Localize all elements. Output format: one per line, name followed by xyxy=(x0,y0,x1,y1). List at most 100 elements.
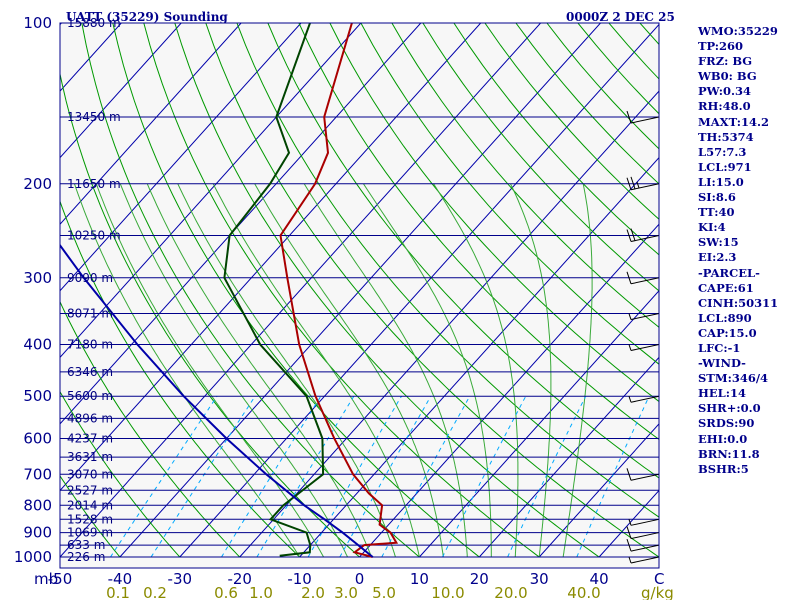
wind-barb-staff xyxy=(630,556,660,564)
temperature-tick-label: -10 xyxy=(287,570,312,588)
isotherm-line xyxy=(60,23,302,292)
isotherm-lines xyxy=(60,23,659,558)
isotherm-line xyxy=(239,90,659,558)
wind-barb-staff xyxy=(630,544,660,552)
temperature-unit-label: C xyxy=(654,570,664,588)
index-item: HEL:14 xyxy=(698,386,746,401)
height-level-label: 4237 m xyxy=(67,432,113,446)
height-level-label: 2527 m xyxy=(67,483,113,497)
temperature-tick-label: 20 xyxy=(470,570,489,588)
index-item: RH:48.0 xyxy=(698,99,751,114)
height-level-label: 5600 m xyxy=(67,389,113,403)
temperature-tick-label: -50 xyxy=(48,570,73,588)
index-item: CAPE:61 xyxy=(698,280,754,295)
wind-barb-staff xyxy=(630,532,660,540)
mixing-ratio-tick-label: 0.2 xyxy=(143,584,167,600)
index-item: SHR+:0.0 xyxy=(698,401,761,416)
wind-barb-flag xyxy=(626,229,632,242)
pressure-tick-label: 700 xyxy=(23,465,52,483)
height-level-label: 4896 m xyxy=(67,411,113,425)
height-level-label: 6346 m xyxy=(67,365,113,379)
mixing-ratio-tick-label: 0.1 xyxy=(106,584,130,600)
wind-barb-half xyxy=(628,519,632,526)
mixing-ratio-tick-label: 5.0 xyxy=(372,584,396,600)
index-item: CAP:15.0 xyxy=(698,325,757,340)
pressure-tick-label: 300 xyxy=(23,269,52,287)
isotherm-line xyxy=(299,156,659,558)
mixing-ratio-tick-label: 1.0 xyxy=(249,584,273,600)
isotherm-line xyxy=(119,23,601,558)
wind-barb-flag xyxy=(626,468,632,481)
index-item: TP:260 xyxy=(698,39,744,54)
index-item: EI:2.3 xyxy=(698,250,737,265)
index-item: TH:5374 xyxy=(698,129,754,144)
wind-barb-staff xyxy=(630,473,660,481)
index-item: LI:15.0 xyxy=(698,174,744,189)
temperature-tick-label: 10 xyxy=(410,570,429,588)
index-item: CINH:50311 xyxy=(698,295,779,310)
index-item: STM:346/4 xyxy=(698,371,769,386)
pressure-tick-label: 500 xyxy=(23,387,52,405)
plot-area xyxy=(60,23,659,568)
wind-barb-flag xyxy=(626,177,632,190)
pressure-tick-label: 600 xyxy=(23,430,52,448)
temperature-tick-label: -40 xyxy=(108,570,133,588)
isotherm-line xyxy=(60,23,541,558)
wind-barb-flag xyxy=(630,228,636,241)
mixing-ratio-tick-label: 0.6 xyxy=(214,584,238,600)
height-level-label: 633 m xyxy=(67,538,105,552)
dewpoint-profile xyxy=(223,23,325,557)
wind-barb-flag xyxy=(626,526,632,539)
index-item: TT:40 xyxy=(698,205,735,220)
sounding-indices-list: WMO:35229 TP:260 FRZ: BG WB0: BG PW:0.34 RH:4… xyxy=(698,24,798,477)
wind-barb-flag xyxy=(626,110,632,124)
station-title: UATT (35229) Sounding xyxy=(66,10,228,24)
index-item: -WIND- xyxy=(698,356,746,371)
isotherm-line xyxy=(538,423,659,558)
index-item: EHI:0.0 xyxy=(698,431,748,446)
isotherm-line xyxy=(60,23,182,159)
height-level-label: 11650 m xyxy=(67,177,121,191)
temperature-profile xyxy=(279,23,399,558)
wind-barb-half xyxy=(628,396,632,403)
isotherm-line xyxy=(359,223,659,558)
temperature-tick-label: 40 xyxy=(590,570,609,588)
valid-time: 0000Z 2 DEC 25 xyxy=(566,10,675,24)
wind-barb-staff xyxy=(630,313,660,321)
isotherm-line xyxy=(60,23,362,359)
plot-border xyxy=(59,22,660,569)
mixing-ratio-tick-label: 10.0 xyxy=(431,584,464,600)
index-item: PW:0.34 xyxy=(698,84,752,99)
temperature-tick-label: 30 xyxy=(530,570,549,588)
pressure-tick-label: 200 xyxy=(23,175,52,193)
pressure-tick-label: 800 xyxy=(23,496,52,514)
wind-barb-half xyxy=(628,313,632,320)
index-item: FRZ: BG xyxy=(698,54,753,69)
wind-barb-staff xyxy=(630,116,660,124)
index-item: LCL:971 xyxy=(698,159,752,174)
isotherm-line xyxy=(419,290,659,558)
pressure-tick-label: 400 xyxy=(23,336,52,354)
mixing-ratio-tick-label: 40.0 xyxy=(567,584,600,600)
wind-barb-half xyxy=(628,344,632,351)
height-level-label: 15880 m xyxy=(67,16,121,30)
index-item: BSHR:5 xyxy=(698,461,749,476)
index-item: SW:15 xyxy=(698,235,739,250)
index-item: KI:4 xyxy=(698,220,726,235)
index-item: BRN:11.8 xyxy=(698,446,760,461)
isotherm-line xyxy=(60,23,482,492)
height-level-label: 3070 m xyxy=(67,467,113,481)
height-level-label: 3631 m xyxy=(67,450,113,464)
index-item: SI:8.6 xyxy=(698,190,736,205)
isotherm-line xyxy=(478,356,659,558)
index-item: SRDS:90 xyxy=(698,416,755,431)
isotherm-line xyxy=(60,23,242,225)
height-level-label: 1528 m xyxy=(67,512,113,526)
wind-barb-staff xyxy=(630,395,660,403)
index-item: MAXT:14.2 xyxy=(698,114,769,129)
index-item: WMO:35229 xyxy=(698,24,778,38)
wind-barb-staff xyxy=(630,183,660,191)
height-level-label: 8071 m xyxy=(67,307,113,321)
